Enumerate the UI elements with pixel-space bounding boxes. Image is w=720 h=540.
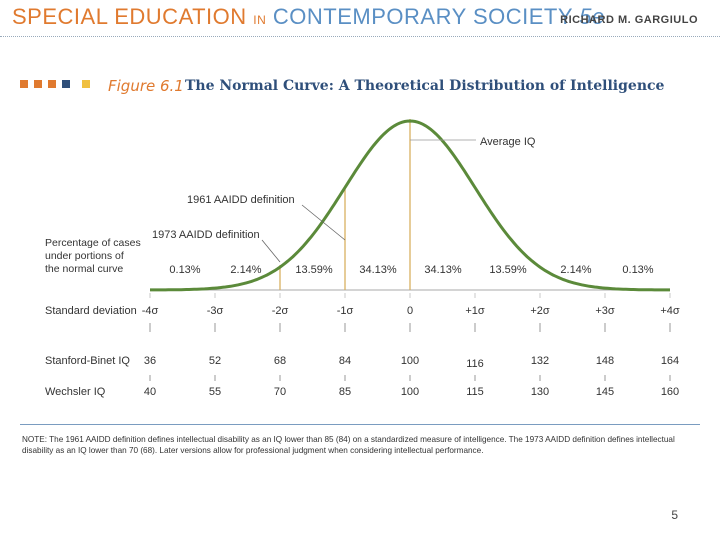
figure-caption: Figure 6.1 The Normal Curve: A Theoretic…: [20, 76, 710, 98]
decor-square-2: [34, 80, 42, 88]
percentage-label: 13.59%: [489, 264, 527, 276]
row-value: +2σ: [530, 305, 550, 317]
aaidd-1961-leader: [301, 204, 346, 241]
percentage-label: 34.13%: [424, 264, 462, 276]
title-edition: 5e: [579, 4, 605, 29]
title-special-education: SPECIAL EDUCATION: [12, 4, 247, 29]
percent-label-line-3: the normal curve: [45, 263, 123, 275]
row-value: 130: [531, 386, 549, 398]
row-value: 132: [531, 355, 549, 367]
row-value: 36: [144, 355, 156, 367]
percentage-label: 0.13%: [169, 264, 200, 276]
figure-title: The Normal Curve: A Theoretical Distribu…: [185, 78, 665, 94]
row-value: 40: [144, 386, 156, 398]
figure-note: NOTE: The 1961 AAIDD definition defines …: [22, 435, 675, 455]
row-value: 164: [661, 355, 679, 367]
figure-label: Figure 6.1: [108, 77, 184, 95]
decor-square-3: [48, 80, 56, 88]
title-in: IN: [253, 13, 267, 27]
row-value: 70: [274, 386, 286, 398]
row-value: 100: [401, 386, 419, 398]
decor-square-5: [82, 80, 90, 88]
aaidd-1973-label: 1973 AAIDD definition: [152, 229, 260, 241]
row-value: 100: [401, 355, 419, 367]
row-value: 0: [407, 305, 413, 317]
page-number: 5: [671, 508, 678, 522]
aaidd-1973-leader: [261, 239, 281, 263]
percentage-label: 2.14%: [560, 264, 591, 276]
header-divider: [0, 36, 720, 37]
row-value: 85: [339, 386, 351, 398]
aaidd-1961-label: 1961 AAIDD definition: [187, 194, 295, 206]
row-value: +4σ: [660, 305, 680, 317]
row-value: 68: [274, 355, 286, 367]
normal-curve-line: [150, 119, 670, 292]
percentage-label: 34.13%: [359, 264, 397, 276]
percentage-label: 13.59%: [295, 264, 333, 276]
decor-square-1: [20, 80, 28, 88]
percentage-label: 0.13%: [622, 264, 653, 276]
sd-row-label: Standard deviation: [45, 305, 137, 317]
row-value: 52: [209, 355, 221, 367]
row-value: 160: [661, 386, 679, 398]
decor-square-4: [62, 80, 70, 88]
row-value: 145: [596, 386, 614, 398]
row-value: -1σ: [337, 305, 354, 317]
title-contemporary-society: CONTEMPORARY SOCIETY: [272, 4, 573, 29]
page-header: SPECIAL EDUCATION IN CONTEMPORARY SOCIET…: [0, 0, 720, 40]
note-divider: [20, 424, 700, 425]
average-iq-label: Average IQ: [480, 136, 536, 148]
stanford-binet-row-label: Stanford-Binet IQ: [45, 355, 130, 367]
author-name: RICHARD M. GARGIULO: [560, 14, 698, 26]
row-value: 116: [466, 358, 484, 370]
percent-label-line-1: Percentage of cases: [45, 237, 141, 249]
wechsler-row-label: Wechsler IQ: [45, 386, 106, 398]
row-value: 148: [596, 355, 614, 367]
percentage-label: 2.14%: [230, 264, 261, 276]
row-value: -4σ: [142, 305, 159, 317]
percent-label-line-2: under portions of: [45, 250, 124, 262]
row-value: 84: [339, 355, 351, 367]
row-value: -2σ: [272, 305, 289, 317]
row-value: +3σ: [595, 305, 615, 317]
row-value: 115: [466, 386, 484, 398]
row-value: 55: [209, 386, 221, 398]
book-title: SPECIAL EDUCATION IN CONTEMPORARY SOCIET…: [12, 4, 605, 30]
row-value: +1σ: [465, 305, 485, 317]
row-value: -3σ: [207, 305, 224, 317]
